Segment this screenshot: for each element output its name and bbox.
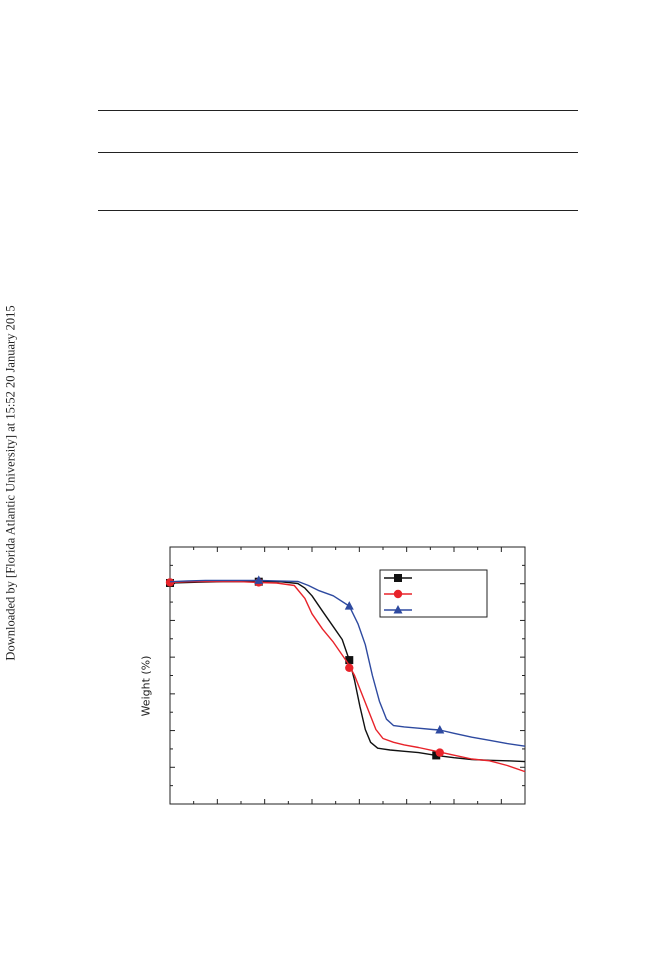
axis-ticks [169,546,526,805]
square-marker [394,574,402,582]
circle-marker [435,748,444,757]
circle-marker [393,589,403,599]
circle-marker [165,578,175,587]
triangle-marker [435,724,445,734]
circle-marker [345,663,354,672]
triangle-marker [254,575,264,584]
series-line-1 [169,581,526,763]
square-marker [345,656,354,665]
square-marker [432,751,441,760]
y-axis-label: Weight (%) [139,655,153,717]
table-bottom-rule [98,210,578,211]
triangle-marker [344,601,354,610]
legend [384,574,412,614]
triangle-marker [393,605,403,614]
table-top-rule [98,110,578,111]
table-header-rule [98,152,578,153]
series-line-3 [169,579,526,747]
series-layer [165,575,526,773]
series-line-2 [169,580,526,773]
